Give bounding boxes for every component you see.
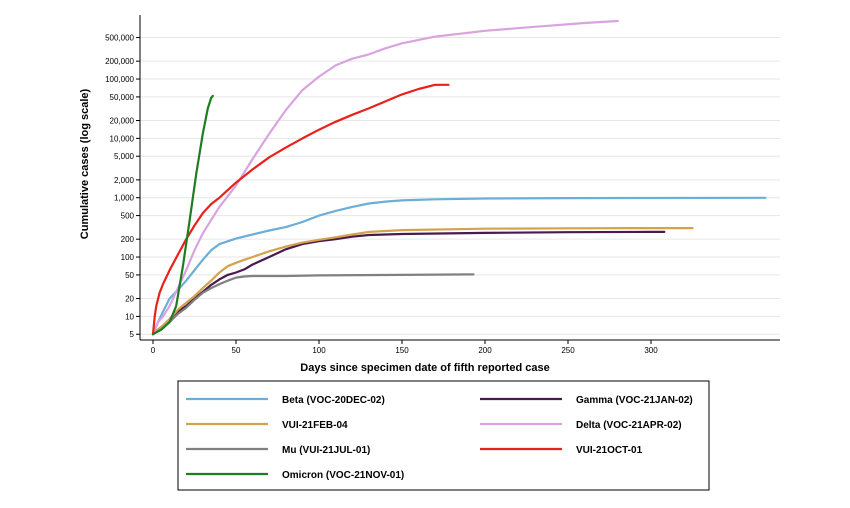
legend-label: Omicron (VOC-21NOV-01) <box>282 470 404 481</box>
x-ticks: 0 50 100 150 200 250 300 <box>151 340 658 355</box>
series-line-delta-voc-21apr-02 <box>151 19 619 336</box>
x-tick-label: 0 <box>151 346 156 355</box>
x-tick-label: 200 <box>478 346 492 355</box>
series-line-gamma-voc-21jan-02 <box>151 230 666 336</box>
y-tick-label: 5,000 <box>114 152 135 161</box>
x-axis-title: Days since specimen date of fifth report… <box>300 362 549 374</box>
y-tick-label: 2,000 <box>114 176 135 185</box>
legend-label: Delta (VOC-21APR-02) <box>576 420 682 431</box>
y-tick-label: 10 <box>125 312 134 321</box>
y-tick-label: 50 <box>125 271 134 280</box>
x-tick-label: 250 <box>561 346 575 355</box>
legend: Beta (VOC-20DEC-02) Gamma (VOC-21JAN-02) V… <box>177 380 710 491</box>
legend-label: Beta (VOC-20DEC-02) <box>282 395 385 406</box>
legend-label: Gamma (VOC-21JAN-02) <box>576 395 693 406</box>
y-tick-label: 500,000 <box>105 34 134 43</box>
series-lines <box>151 19 767 336</box>
series-line-vui-21feb-04 <box>151 227 694 336</box>
legend-label: VUI-21FEB-04 <box>282 420 348 431</box>
series-line-omicron-voc-21nov-01 <box>151 94 214 336</box>
y-tick-label: 20,000 <box>110 117 135 126</box>
y-tick-label: 20 <box>125 295 134 304</box>
x-tick-label: 50 <box>232 346 241 355</box>
grid-lines <box>140 37 780 335</box>
x-tick-label: 300 <box>644 346 658 355</box>
x-tick-label: 150 <box>395 346 409 355</box>
y-tick-label: 100,000 <box>105 75 134 84</box>
y-tick-label: 50,000 <box>110 93 135 102</box>
y-tick-label: 100 <box>121 253 135 262</box>
y-tick-label: 200,000 <box>105 57 134 66</box>
legend-label: VUI-21OCT-01 <box>576 445 643 456</box>
y-axis-title: Cumulative cases (log scale) <box>79 88 91 239</box>
y-tick-label: 1,000 <box>114 194 135 203</box>
y-tick-label: 200 <box>121 235 135 244</box>
axes <box>139 15 780 341</box>
y-tick-label: 5 <box>130 330 135 339</box>
x-tick-label: 100 <box>312 346 326 355</box>
legend-label: Mu (VUI-21JUL-01) <box>282 445 370 456</box>
series-line-beta-voc-20dec-02 <box>151 196 767 336</box>
y-tick-label: 500 <box>121 212 135 221</box>
series-line-mu-vui-21jul-01 <box>151 273 475 336</box>
y-tick-label: 10,000 <box>110 134 135 143</box>
y-ticks: 5 10 20 50 100 200 500 1,000 2,000 5,000 10,000 20,… <box>105 34 140 339</box>
series-line-vui-21oct-01 <box>151 83 450 336</box>
